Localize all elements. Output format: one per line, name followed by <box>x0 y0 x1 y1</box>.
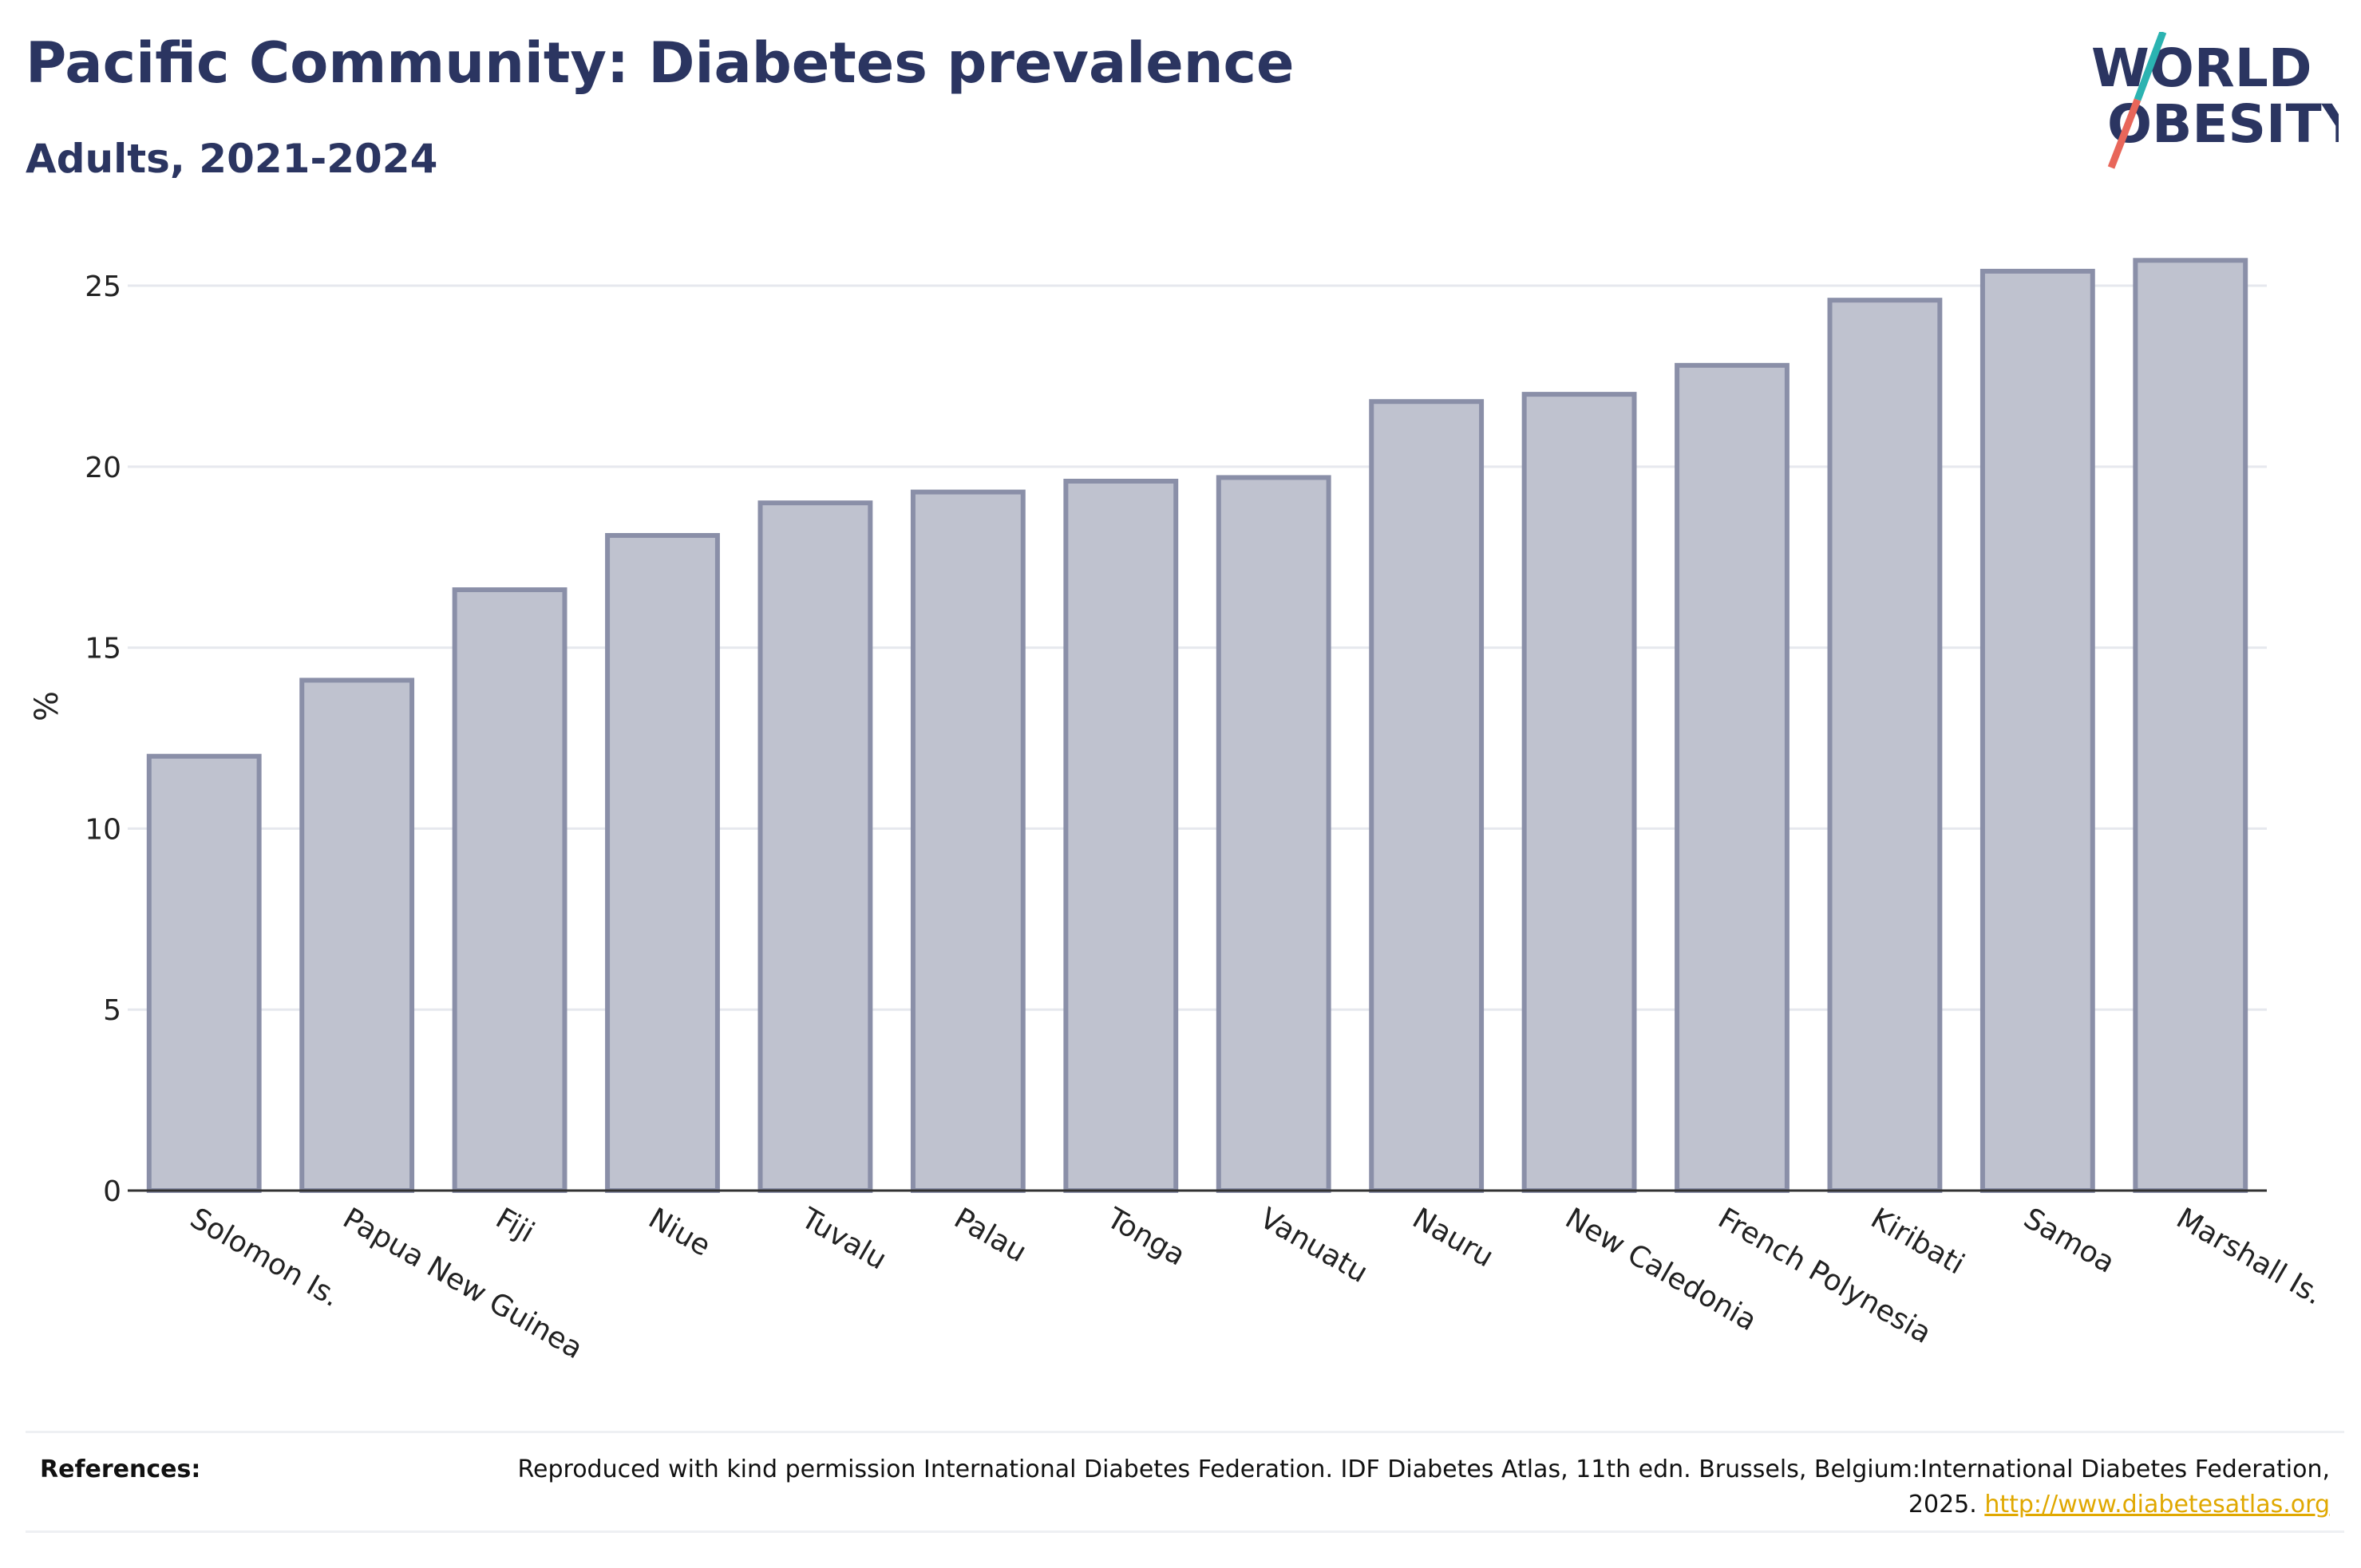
chart-subtitle: Adults, 2021-2024 <box>26 136 438 182</box>
bar[interactable] <box>1216 475 1331 1193</box>
bar[interactable] <box>299 677 415 1193</box>
bar[interactable] <box>1063 478 1179 1193</box>
logo-line1: WORLD <box>2091 38 2312 99</box>
bar[interactable] <box>1827 298 1943 1193</box>
x-category-label: Papua New Guinea <box>338 1202 588 1365</box>
bar[interactable] <box>1675 362 1790 1193</box>
bar[interactable] <box>605 533 720 1193</box>
x-category-label: Niue <box>643 1202 716 1262</box>
logo-slash-bottom <box>2107 98 2142 169</box>
x-category-label: Vanuatu <box>1254 1202 1373 1290</box>
bar[interactable] <box>1369 399 1485 1194</box>
x-category-label: Fiji <box>490 1202 540 1250</box>
bar[interactable] <box>1979 268 2095 1194</box>
x-category-label: Kiribati <box>1865 1202 1970 1281</box>
y-tick-labels: 0 5 10 15 20 25 <box>85 271 121 1208</box>
bar[interactable] <box>452 587 568 1193</box>
x-category-label: Tuvalu <box>795 1202 892 1277</box>
references-label: References: <box>40 1455 201 1483</box>
world-obesity-logo: WORLD OBESITY <box>2091 32 2339 169</box>
y-tick-label: 25 <box>85 271 121 303</box>
references-link[interactable]: http://www.diabetesatlas.org <box>1984 1491 2330 1519</box>
bar[interactable] <box>757 500 873 1193</box>
bar[interactable] <box>146 753 262 1193</box>
y-tick-label: 5 <box>103 994 121 1027</box>
logo-slash-top <box>2134 32 2167 101</box>
logo-line2: OBESITY <box>2107 93 2339 155</box>
y-axis-label: % <box>29 691 65 721</box>
x-category-label: Samoa <box>2018 1202 2120 1280</box>
x-category-label: Marshall Is. <box>2171 1202 2328 1311</box>
references-box: References: Reproduced with kind permiss… <box>26 1431 2344 1533</box>
bar-chart: 0 5 10 15 20 25 Solomon Is.Papua New GuineaFi… <box>29 258 2328 1366</box>
references-citation: Reproduced with kind permission Internat… <box>517 1455 2330 1519</box>
x-category-label: Tonga <box>1101 1202 1191 1273</box>
x-category-label: Palau <box>948 1202 1032 1269</box>
bar[interactable] <box>1521 392 1637 1193</box>
y-tick-label: 10 <box>85 813 121 846</box>
y-tick-label: 0 <box>103 1175 121 1208</box>
gridlines <box>128 284 2267 1011</box>
y-tick-label: 15 <box>85 633 121 666</box>
x-category-label: Solomon Is. <box>184 1202 346 1313</box>
y-tick-label: 20 <box>85 452 121 484</box>
references-text: Reproduced with kind permission Internat… <box>494 1452 2330 1523</box>
bar[interactable] <box>910 489 1026 1193</box>
bars <box>146 258 2248 1194</box>
bar[interactable] <box>2133 258 2248 1194</box>
chart-title: Pacific Community: Diabetes prevalence <box>26 30 1295 96</box>
x-category-label: Nauru <box>1407 1202 1499 1274</box>
